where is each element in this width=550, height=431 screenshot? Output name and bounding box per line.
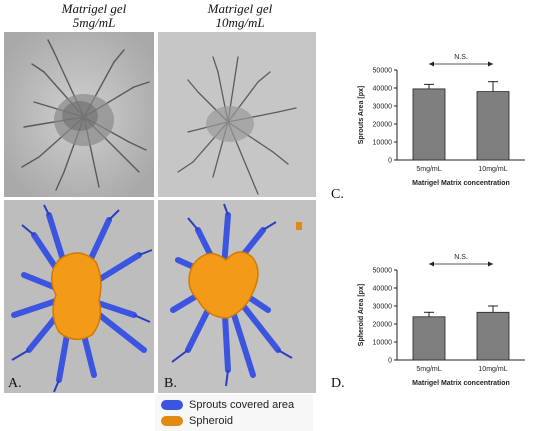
legend-swatch-sprouts <box>161 400 183 410</box>
y-tick-label: 30000 <box>373 104 393 111</box>
panel-letter-b: B. <box>164 376 177 391</box>
y-axis-label: Sprouts Area [px] <box>358 86 365 144</box>
x-tick-label: 5mg/mL <box>416 366 441 373</box>
y-tick-label: 0 <box>388 158 392 165</box>
y-tick-label: 20000 <box>373 122 393 129</box>
y-tick-label: 40000 <box>373 286 393 293</box>
spheroid-area-chart: 0 10000 20000 30000 40000 50000 Spheroid Area … <box>355 250 545 400</box>
legend: Sprouts covered area Spheroid <box>155 394 313 431</box>
column-title-10mg: Matrigel gel 10mg/mL <box>170 2 310 30</box>
significance-arrow-left <box>429 61 434 67</box>
x-tick-label: 10mg/mL <box>478 366 507 373</box>
legend-label-spheroid: Spheroid <box>189 415 234 427</box>
sprouts-area-chart-svg: 0 10000 20000 30000 40000 50000 Sprouts Area [… <box>358 54 525 187</box>
legend-swatch-spheroid <box>161 416 183 426</box>
x-tick-label: 10mg/mL <box>478 166 507 173</box>
bar <box>476 91 510 161</box>
column-title-line1: Matrigel gel <box>207 1 273 16</box>
y-tick-label: 20000 <box>373 322 393 329</box>
significance-arrow-left <box>429 261 434 267</box>
sprouts-area-chart: 0 10000 20000 30000 40000 50000 Sprouts Area [… <box>355 50 545 200</box>
significance-label: N.S. <box>454 254 468 261</box>
column-title-line1: Matrigel gel <box>61 1 127 16</box>
spheroid-area-chart-svg: 0 10000 20000 30000 40000 50000 Spheroid Area … <box>358 254 525 387</box>
y-tick-label: 0 <box>388 358 392 365</box>
legend-item-sprouts: Sprouts covered area <box>161 397 294 413</box>
bar <box>412 88 446 161</box>
legend-label-sprouts: Sprouts covered area <box>189 399 295 411</box>
y-tick-label: 30000 <box>373 304 393 311</box>
column-title-line2: 10mg/mL <box>215 15 265 30</box>
column-title-line2: 5mg/mL <box>72 15 116 30</box>
x-axis-label: Matrigel Matrix concentration <box>412 380 510 387</box>
segmentation-10mg <box>158 200 316 393</box>
significance-label: N.S. <box>454 54 468 61</box>
x-axis-label: Matrigel Matrix concentration <box>412 180 510 187</box>
column-title-5mg: Matrigel gel 5mg/mL <box>24 2 164 30</box>
micrograph-10mg-brightfield <box>158 32 316 197</box>
y-tick-label: 50000 <box>373 268 393 275</box>
panel-letter-d: D. <box>331 376 345 391</box>
x-tick-label: 5mg/mL <box>416 166 441 173</box>
segmentation-5mg <box>4 200 154 393</box>
y-tick-label: 50000 <box>373 68 393 75</box>
significance-arrow-right <box>488 61 493 67</box>
legend-item-spheroid: Spheroid <box>161 413 233 429</box>
panel-letter-c: C. <box>331 187 344 202</box>
y-tick-label: 10000 <box>373 340 393 347</box>
micrograph-5mg-brightfield <box>4 32 154 197</box>
panel-letter-a: A. <box>8 376 22 391</box>
y-tick-label: 40000 <box>373 86 393 93</box>
bar <box>412 316 446 361</box>
significance-arrow-right <box>488 261 493 267</box>
y-axis-label: Spheroid Area [px] <box>358 284 365 346</box>
bar <box>476 311 510 361</box>
y-tick-label: 10000 <box>373 140 393 147</box>
